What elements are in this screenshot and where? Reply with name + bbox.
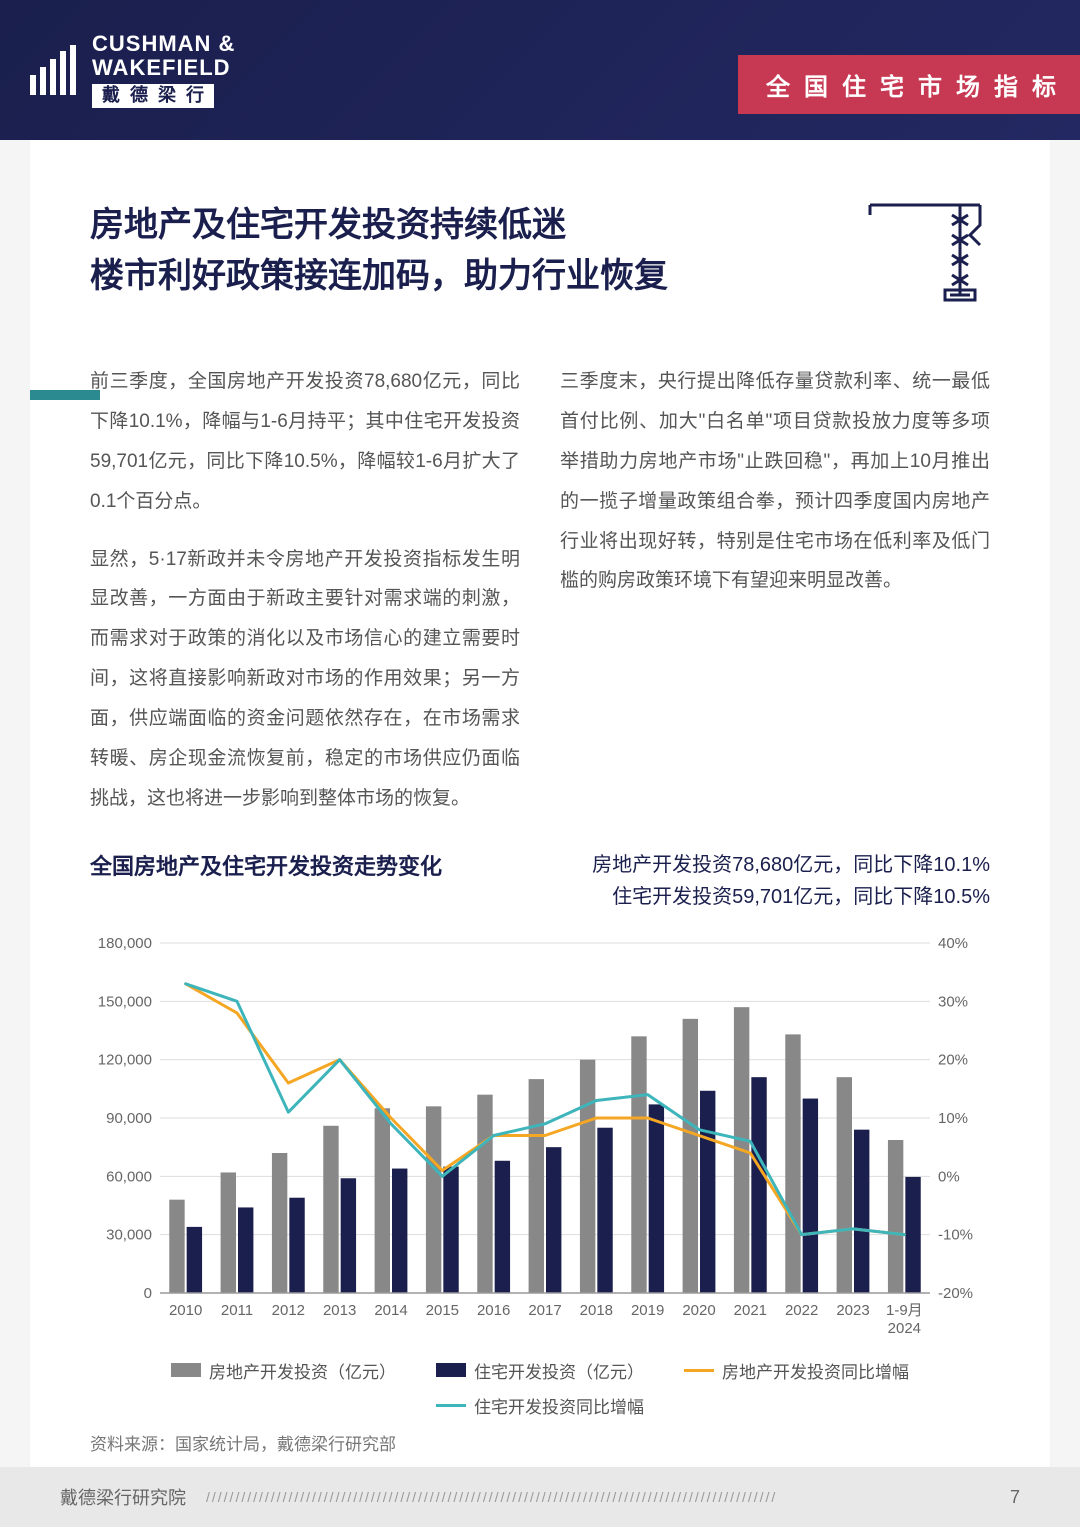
logo-text-en2: WAKEFIELD (92, 56, 235, 80)
investment-chart: 0 30,000 60,000 90,000 120,000 150,000 180,000… (90, 933, 990, 1353)
svg-text:2017: 2017 (528, 1302, 561, 1319)
svg-text:2020: 2020 (682, 1302, 715, 1319)
paragraph-2: 显然，5·17新政并未令房地产开发投资指标发生明显改善，一方面由于新政主要针对需… (90, 540, 520, 819)
legend-label: 房地产开发投资（亿元） (209, 1358, 396, 1383)
svg-text:-20%: -20% (938, 1285, 973, 1302)
svg-text:30,000: 30,000 (106, 1226, 152, 1243)
svg-text:2024: 2024 (888, 1320, 921, 1337)
svg-text:180,000: 180,000 (98, 935, 152, 952)
footer-label: 戴德梁行研究院 (60, 1484, 186, 1510)
logo-text-cn: 戴德梁行 (92, 84, 214, 108)
body-text: 前三季度，全国房地产开发投资78,680亿元，同比下降10.1%，降幅与1-6月… (30, 362, 1050, 819)
svg-text:2023: 2023 (836, 1302, 869, 1319)
svg-text:2021: 2021 (734, 1302, 767, 1319)
svg-text:20%: 20% (938, 1051, 968, 1068)
chart-summary-1: 房地产开发投资78,680亿元，同比下降10.1% (592, 849, 990, 881)
svg-text:90,000: 90,000 (106, 1110, 152, 1127)
svg-text:2018: 2018 (580, 1302, 613, 1319)
svg-text:2010: 2010 (169, 1302, 202, 1319)
legend-label: 房地产开发投资同比增幅 (722, 1358, 909, 1383)
svg-text:2011: 2011 (221, 1302, 253, 1319)
svg-text:10%: 10% (938, 1110, 968, 1127)
title-line-1: 房地产及住宅开发投资持续低迷 (90, 200, 990, 251)
svg-text:40%: 40% (938, 935, 968, 952)
svg-text:1-9月: 1-9月 (886, 1302, 923, 1319)
svg-text:0: 0 (144, 1285, 152, 1302)
legend-item: 房地产开发投资（亿元） (171, 1358, 396, 1383)
page-content: 房地产及住宅开发投资持续低迷 楼市利好政策接连加码，助力行业恢复 前三季度，全国… (30, 140, 1050, 1467)
svg-text:2014: 2014 (374, 1302, 407, 1319)
chart-summary: 房地产开发投资78,680亿元，同比下降10.1% 住宅开发投资59,701亿元… (592, 849, 990, 913)
chart-legend: 房地产开发投资（亿元） 住宅开发投资（亿元） 房地产开发投资同比增幅住宅开发投资同比… (90, 1358, 990, 1418)
svg-text:2013: 2013 (323, 1302, 356, 1319)
svg-text:2012: 2012 (272, 1302, 305, 1319)
chart-title: 全国房地产及住宅开发投资走势变化 (90, 849, 442, 881)
paragraph-1: 前三季度，全国房地产开发投资78,680亿元，同比下降10.1%，降幅与1-6月… (90, 362, 520, 522)
svg-text:2015: 2015 (426, 1302, 459, 1319)
svg-text:-10%: -10% (938, 1226, 973, 1243)
legend-item: 住宅开发投资（亿元） (436, 1358, 644, 1383)
header-tag: 全国住宅市场指标 (738, 55, 1080, 114)
legend-swatch (436, 1363, 466, 1377)
chart-section: 全国房地产及住宅开发投资走势变化 房地产开发投资78,680亿元，同比下降10.… (30, 819, 1050, 1455)
chart-summary-2: 住宅开发投资59,701亿元，同比下降10.5% (592, 881, 990, 913)
svg-text:30%: 30% (938, 993, 968, 1010)
logo-bars-icon (30, 45, 80, 95)
legend-item: 住宅开发投资同比增幅 (436, 1393, 644, 1418)
page-number: 7 (1010, 1487, 1020, 1508)
logo: CUSHMAN & WAKEFIELD 戴德梁行 (30, 32, 235, 108)
svg-text:120,000: 120,000 (98, 1051, 152, 1068)
svg-text:2016: 2016 (477, 1302, 510, 1319)
title-line-2: 楼市利好政策接连加码，助力行业恢复 (90, 251, 990, 302)
legend-label: 住宅开发投资同比增幅 (474, 1393, 644, 1418)
accent-bar (30, 390, 100, 400)
svg-text:0%: 0% (938, 1168, 960, 1185)
paragraph-3: 三季度末，央行提出降低存量贷款利率、统一最低首付比例、加大"白名单"项目贷款投放… (560, 362, 990, 601)
footer: 戴德梁行研究院 ////////////////////////////////… (0, 1467, 1080, 1527)
svg-text:2019: 2019 (631, 1302, 664, 1319)
logo-text-en1: CUSHMAN & (92, 32, 235, 56)
page-title: 房地产及住宅开发投资持续低迷 楼市利好政策接连加码，助力行业恢复 (90, 200, 990, 302)
legend-swatch (436, 1404, 466, 1407)
chart-source: 资料来源：国家统计局，戴德梁行研究部 (90, 1430, 990, 1455)
svg-text:60,000: 60,000 (106, 1168, 152, 1185)
svg-text:2022: 2022 (785, 1302, 818, 1319)
header: CUSHMAN & WAKEFIELD 戴德梁行 全国住宅市场指标 (0, 0, 1080, 140)
legend-item: 房地产开发投资同比增幅 (684, 1358, 909, 1383)
footer-pattern: ////////////////////////////////////////… (206, 1489, 1010, 1505)
crane-icon (860, 195, 990, 305)
legend-swatch (171, 1363, 201, 1377)
legend-label: 住宅开发投资（亿元） (474, 1358, 644, 1383)
svg-text:150,000: 150,000 (98, 993, 152, 1010)
legend-swatch (684, 1369, 714, 1372)
